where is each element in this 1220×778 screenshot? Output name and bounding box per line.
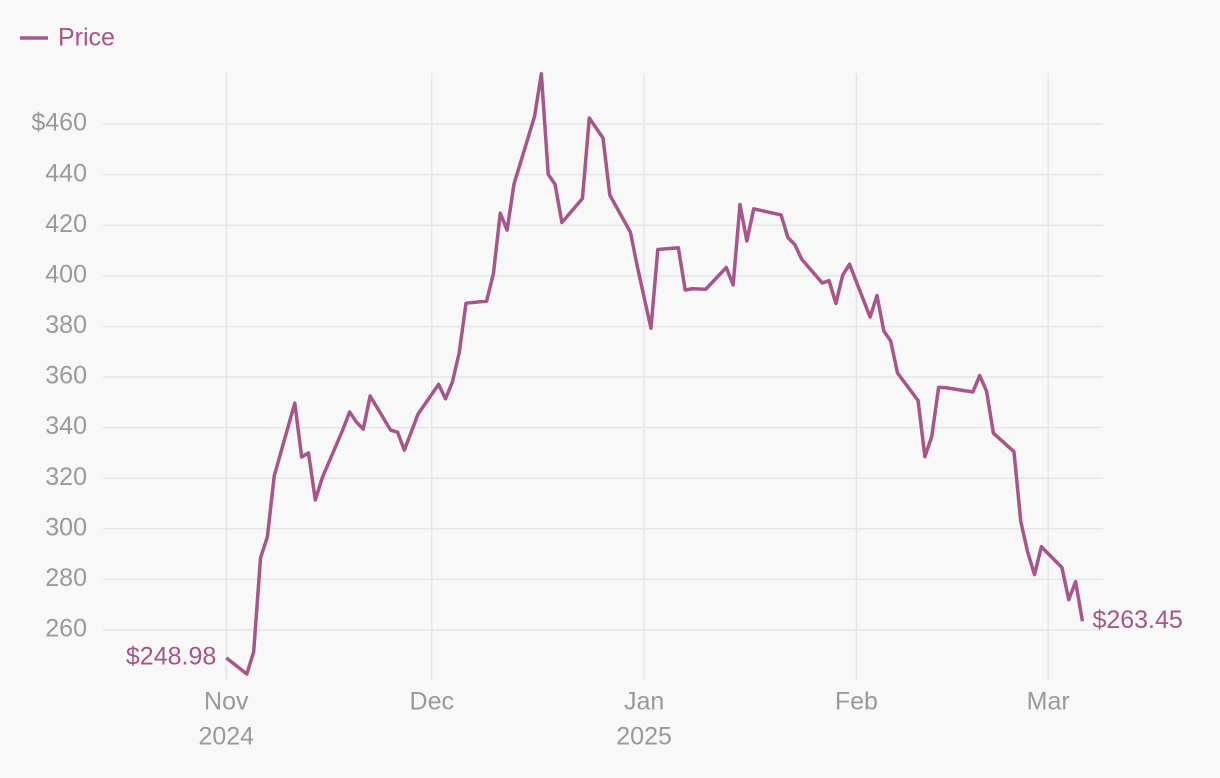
y-tick-label: 400 xyxy=(45,260,87,288)
y-tick-label: 360 xyxy=(45,362,87,390)
value-label: $263.45 xyxy=(1092,606,1182,634)
price-line xyxy=(225,72,1085,676)
y-tick-label: $460 xyxy=(31,109,87,137)
x-tick-label: Feb xyxy=(835,688,878,716)
y-tick-label: 320 xyxy=(45,463,87,491)
x-tick-label: Nov xyxy=(204,688,249,716)
x-tick-year: 2025 xyxy=(616,723,672,751)
x-tick-label: Mar xyxy=(1027,688,1070,716)
x-tick-label: Dec xyxy=(410,688,454,716)
x-tick-label: Jan xyxy=(624,688,664,716)
y-tick-label: 260 xyxy=(45,615,87,643)
y-tick-label: 380 xyxy=(45,311,87,339)
value-label: $248.98 xyxy=(126,642,216,670)
y-tick-label: 280 xyxy=(45,564,87,592)
y-tick-label: 300 xyxy=(45,513,87,541)
y-tick-label: 420 xyxy=(45,210,87,238)
y-tick-label: 440 xyxy=(45,159,87,187)
x-tick-year: 2024 xyxy=(198,723,254,751)
y-tick-label: 340 xyxy=(45,412,87,440)
legend-label: Price xyxy=(58,24,115,52)
